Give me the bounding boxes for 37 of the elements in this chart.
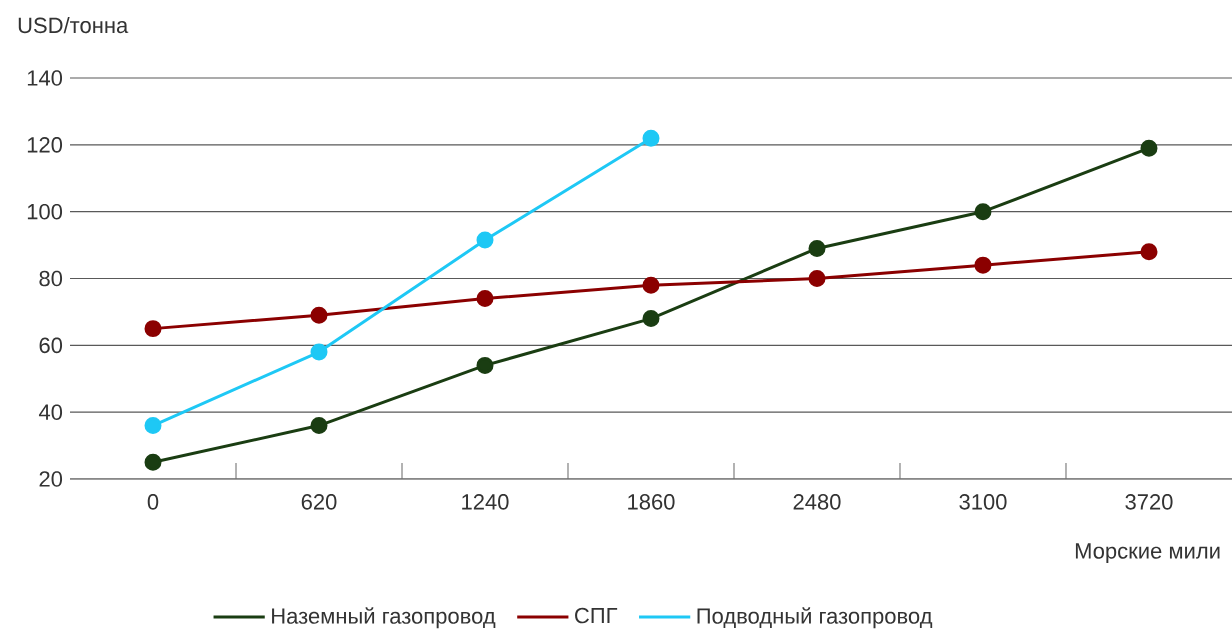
point xyxy=(808,270,826,287)
point xyxy=(144,453,162,471)
point xyxy=(642,310,660,328)
x-tick-label: 3100 xyxy=(959,494,1007,510)
x-tick-label: 3720 xyxy=(1125,494,1173,510)
point xyxy=(974,203,992,221)
point xyxy=(974,256,992,274)
point xyxy=(476,290,494,308)
point xyxy=(642,129,660,147)
y-tick-label: 100 xyxy=(27,203,63,220)
y-tick-label: 120 xyxy=(27,137,63,153)
legend-label: Подводный газопровод xyxy=(697,607,933,629)
point xyxy=(144,320,162,338)
point xyxy=(310,417,328,435)
x-tick-label: 0 xyxy=(147,494,159,510)
point xyxy=(310,343,328,361)
y-tick-label: 80 xyxy=(39,270,63,287)
point xyxy=(642,276,660,294)
x-tick-label: 620 xyxy=(301,494,337,510)
point xyxy=(310,306,328,324)
point xyxy=(1140,139,1158,157)
y-tick-label: 40 xyxy=(38,404,63,420)
x-tick-label: 2480 xyxy=(793,494,841,510)
y-tick-label: 140 xyxy=(27,70,63,86)
x-axis-title: Морские мили xyxy=(1075,543,1220,564)
point xyxy=(476,231,494,249)
y-tick-label: 20 xyxy=(39,471,63,487)
x-tick-label: 1860 xyxy=(628,494,675,510)
y-tick-label: 60 xyxy=(39,337,63,354)
legend-label: СПГ xyxy=(575,607,618,624)
y-axis-title: USD/тонна xyxy=(18,17,129,34)
point xyxy=(476,356,494,374)
point xyxy=(144,417,162,435)
legend-label: Наземный газопровод xyxy=(272,607,496,629)
x-tick-label: 1240 xyxy=(462,494,509,510)
point xyxy=(808,239,826,257)
point xyxy=(1140,243,1158,261)
